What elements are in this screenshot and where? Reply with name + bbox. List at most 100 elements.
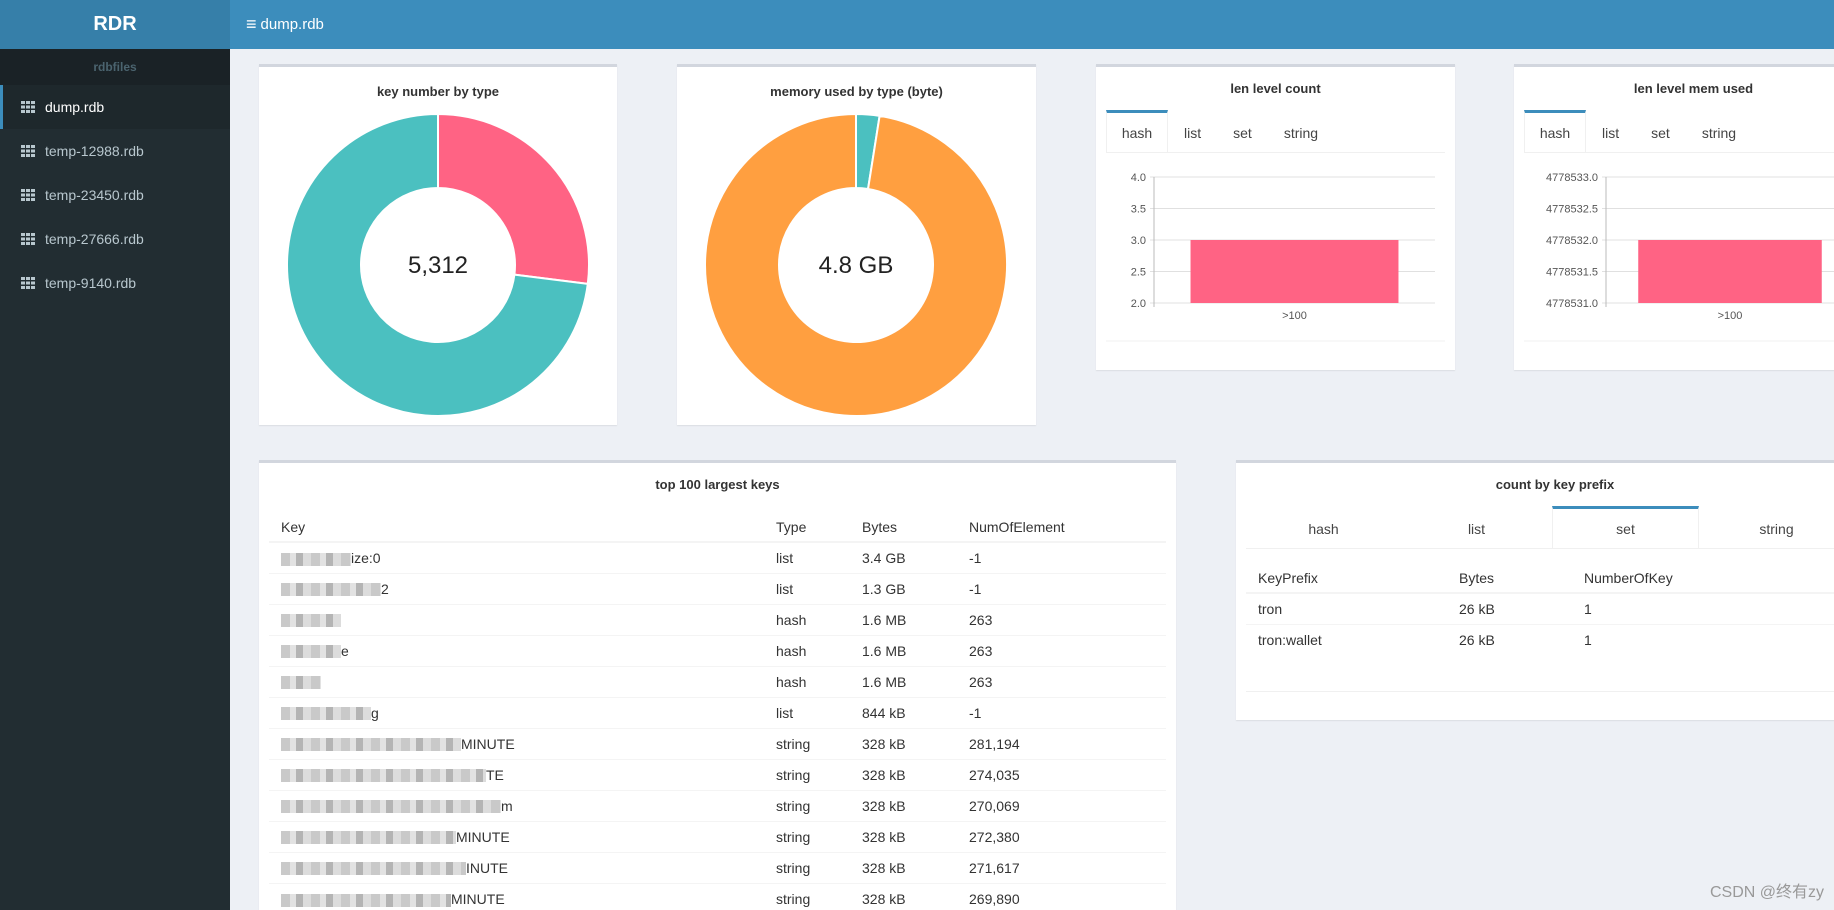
tab-hash[interactable]: hash [1524, 110, 1586, 152]
donut-center-label: 4.8 GB [819, 252, 894, 279]
sidebar-header: rdbfiles [0, 49, 230, 85]
x-tick-label: >100 [1718, 310, 1743, 322]
prefix-cell: tron:wallet [1246, 623, 1447, 655]
watermark: CSDN @终有zy [1709, 884, 1824, 901]
key-number-donut: 5,312 [286, 112, 590, 417]
pie-slice-pink[interactable] [437, 112, 590, 286]
type-cell: string [764, 727, 850, 759]
len-level-count-title: len level count [1230, 81, 1321, 96]
y-tick-label: 2.0 [1131, 298, 1146, 310]
table-row[interactable]: 2 list 1.3 GB -1 [269, 572, 1166, 604]
bytes-cell: 1.6 MB [850, 665, 957, 697]
menu-toggle-icon[interactable]: ≡ [246, 14, 257, 34]
key-visible-suffix: MINUTE [461, 735, 515, 752]
top-keys-table: Key Type Bytes NumOfElement ize:0 list 3.4… [269, 512, 1166, 910]
table-row[interactable]: MINUTE string 328 kB 281,194 [269, 727, 1166, 759]
bytes-cell: 1.3 GB [850, 572, 957, 604]
y-tick-label: 3.5 [1131, 204, 1146, 216]
table-header-row: KeyPrefix Bytes NumberOfKey [1246, 563, 1834, 594]
redacted-key [281, 862, 466, 876]
table-header-row: Key Type Bytes NumOfElement [269, 512, 1166, 543]
bytes-cell: 328 kB [850, 758, 957, 790]
tab-list[interactable]: list [1467, 520, 1486, 537]
redacted-key [281, 645, 341, 659]
memory-by-type-card: memory used by type (byte) 4.8 GB [677, 64, 1036, 425]
len-level-mem-tabs: hash list set string [1524, 110, 1834, 153]
sidebar-item-label: temp-23450.rdb [45, 187, 144, 203]
tab-string[interactable]: string [1759, 520, 1794, 537]
key-cell: m [269, 789, 764, 821]
sidebar-item-temp-27666-rdb[interactable]: temp-27666.rdb [0, 217, 230, 261]
tab-list[interactable]: list [1184, 124, 1202, 141]
table-row[interactable]: hash 1.6 MB 263 [269, 665, 1166, 697]
table-icon [21, 145, 35, 157]
num-cell: 271,617 [957, 851, 1166, 883]
table-row[interactable]: INUTE string 328 kB 271,617 [269, 851, 1166, 883]
num-cell: 263 [957, 634, 1166, 666]
table-row[interactable]: hash 1.6 MB 263 [269, 603, 1166, 635]
type-cell: list [764, 696, 850, 728]
pie-slice-orange[interactable] [704, 112, 1008, 417]
col-key[interactable]: Key [269, 512, 764, 543]
bytes-cell: 1.6 MB [850, 634, 957, 666]
tab-hash[interactable]: hash [1308, 520, 1339, 537]
tab-set[interactable]: set [1651, 124, 1670, 141]
table-row[interactable]: e hash 1.6 MB 263 [269, 634, 1166, 666]
y-tick-label: 4778533.0 [1546, 172, 1598, 184]
sidebar-item-temp-12988-rdb[interactable]: temp-12988.rdb [0, 129, 230, 173]
col-type[interactable]: Type [764, 512, 850, 543]
table-row[interactable]: m string 328 kB 270,069 [269, 789, 1166, 821]
key-cell: INUTE [269, 851, 764, 883]
key-visible-suffix: MINUTE [451, 890, 505, 907]
table-row[interactable]: MINUTE string 328 kB 272,380 [269, 820, 1166, 852]
type-cell: hash [764, 603, 850, 635]
table-row[interactable]: MINUTE string 328 kB 269,890 [269, 882, 1166, 910]
redacted-key [281, 800, 501, 814]
table-row[interactable]: tron:wallet 26 kB 1 [1246, 623, 1834, 655]
tab-string[interactable]: string [1701, 124, 1737, 141]
tab-hash[interactable]: hash [1106, 110, 1168, 152]
key-cell: TE [269, 758, 764, 790]
sidebar-item-label: dump.rdb [45, 99, 105, 115]
col-num[interactable]: NumOfElement [957, 512, 1166, 543]
bytes-cell: 3.4 GB [850, 541, 957, 573]
tab-set[interactable]: set [1233, 124, 1252, 141]
memory-by-type-title: memory used by type (byte) [770, 84, 943, 99]
x-tick-label: >100 [1282, 310, 1307, 322]
tab-list[interactable]: list [1602, 124, 1620, 141]
redacted-key [281, 769, 486, 783]
memory-donut: 4.8 GB [704, 112, 1008, 417]
top-keys-card: top 100 largest keys Key Type Bytes NumO… [259, 460, 1176, 910]
sidebar-item-label: temp-9140.rdb [45, 275, 137, 291]
sidebar-item-dump-rdb[interactable]: dump.rdb [0, 85, 230, 129]
bar->100[interactable] [1638, 240, 1822, 303]
col-numberofkey[interactable]: NumberOfKey [1572, 563, 1834, 594]
num-cell: 272,380 [957, 820, 1166, 852]
col-bytes[interactable]: Bytes [1447, 563, 1572, 594]
num-cell: 270,069 [957, 789, 1166, 821]
sidebar-item-temp-23450-rdb[interactable]: temp-23450.rdb [0, 173, 230, 217]
len-level-mem-chart: 4778533.0 4778532.5 4778532.0 4778531.5 4778… [1524, 172, 1834, 342]
app-logo[interactable]: RDR [0, 0, 230, 49]
redacted-key [281, 583, 381, 597]
tab-set[interactable]: set [1552, 506, 1699, 548]
tab-string[interactable]: string [1283, 124, 1319, 141]
prefix-table: KeyPrefix Bytes NumberOfKey tron 26 kB 1 tr… [1246, 563, 1834, 655]
table-icon [21, 189, 35, 201]
bar->100[interactable] [1190, 240, 1399, 303]
table-icon [21, 233, 35, 245]
table-row[interactable]: TE string 328 kB 274,035 [269, 758, 1166, 790]
table-row[interactable]: ize:0 list 3.4 GB -1 [269, 541, 1166, 573]
redacted-key [281, 893, 451, 907]
table-row[interactable]: tron 26 kB 1 [1246, 592, 1834, 624]
pie-slice-teal[interactable] [286, 112, 589, 417]
key-visible-suffix: TE [486, 766, 504, 783]
sidebar: RDR rdbfiles dump.rdb temp-12988.rdb temp-… [0, 0, 230, 910]
redacted-key [281, 738, 461, 752]
sidebar-item-temp-9140-rdb[interactable]: temp-9140.rdb [0, 261, 230, 305]
bytes-cell: 328 kB [850, 820, 957, 852]
col-keyprefix[interactable]: KeyPrefix [1246, 563, 1447, 594]
redacted-key [281, 831, 456, 845]
table-row[interactable]: g list 844 kB -1 [269, 696, 1166, 728]
col-bytes[interactable]: Bytes [850, 512, 957, 543]
